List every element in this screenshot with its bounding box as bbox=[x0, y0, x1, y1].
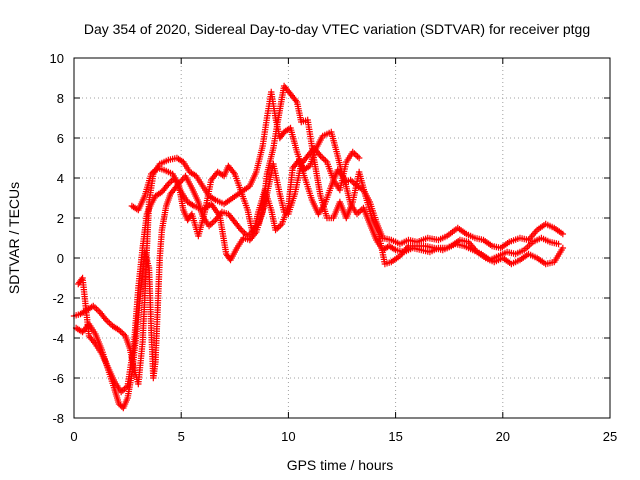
y-tick-label: -4 bbox=[52, 331, 64, 346]
y-tick-label: -2 bbox=[52, 291, 64, 306]
data-point bbox=[354, 153, 361, 160]
data-point bbox=[241, 229, 248, 237]
data-point bbox=[355, 154, 363, 162]
chart-title: Day 354 of 2020, Sidereal Day-to-day VTE… bbox=[84, 21, 590, 37]
data-point bbox=[119, 329, 126, 337]
y-tick-label: -6 bbox=[52, 371, 64, 386]
y-tick-label: 4 bbox=[57, 171, 64, 186]
data-point bbox=[210, 218, 218, 225]
y-tick-label: 0 bbox=[57, 251, 64, 266]
data-point bbox=[320, 155, 327, 163]
data-point bbox=[318, 154, 326, 161]
data-point bbox=[239, 228, 247, 235]
y-axis-label: SDTVAR / TECUs bbox=[6, 182, 22, 294]
x-tick-label: 25 bbox=[603, 429, 617, 444]
y-tick-label: 10 bbox=[50, 51, 64, 66]
y-tick-label: -8 bbox=[52, 411, 64, 426]
data-point bbox=[555, 240, 562, 248]
y-tick-label: 6 bbox=[57, 131, 64, 146]
data-point bbox=[166, 179, 174, 186]
series-track-d bbox=[128, 144, 363, 240]
x-tick-label: 0 bbox=[70, 429, 77, 444]
data-point bbox=[357, 207, 364, 215]
data-point bbox=[352, 151, 360, 159]
data-point bbox=[94, 307, 102, 314]
x-axis-label: GPS time / hours bbox=[287, 457, 394, 473]
data-point bbox=[91, 304, 99, 311]
series-track-a bbox=[70, 88, 567, 388]
x-tick-label: 20 bbox=[496, 429, 510, 444]
data-point bbox=[559, 230, 567, 238]
y-tick-label: 8 bbox=[57, 91, 64, 106]
data-point bbox=[209, 219, 216, 227]
data-points bbox=[70, 82, 567, 412]
data-point bbox=[559, 244, 567, 252]
y-tick-label: 2 bbox=[57, 211, 64, 226]
x-tick-label: 5 bbox=[178, 429, 185, 444]
data-point bbox=[104, 318, 111, 325]
data-point bbox=[275, 223, 282, 231]
plot-frame bbox=[73, 57, 611, 419]
data-point bbox=[106, 319, 113, 327]
axis-ticks: 0 5 10 15 20 25 -8 -6 -4 -2 0 2 4 6 8 10 bbox=[50, 51, 618, 444]
x-tick-label: 10 bbox=[281, 429, 295, 444]
x-tick-label: 15 bbox=[388, 429, 402, 444]
